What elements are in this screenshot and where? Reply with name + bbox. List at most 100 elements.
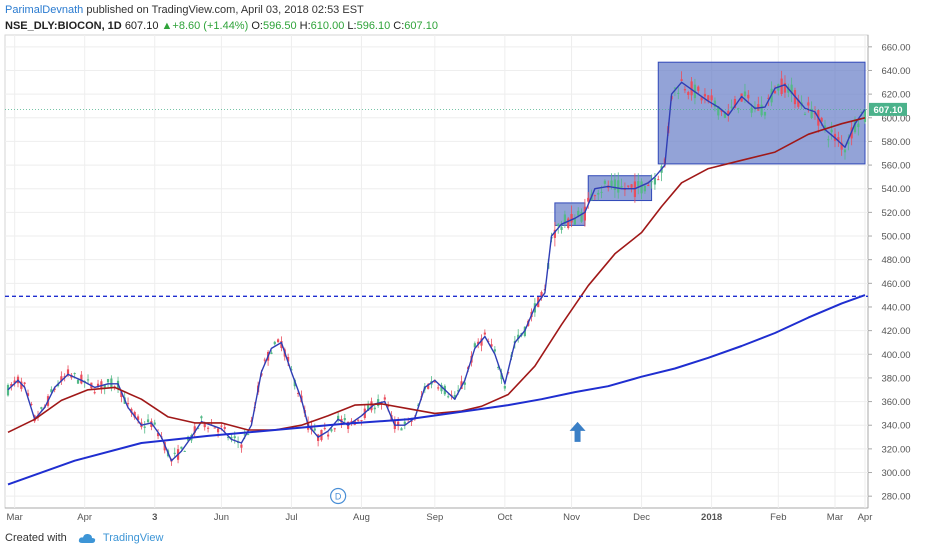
candle-body bbox=[807, 102, 810, 106]
y-tick-label: 660.00 bbox=[881, 42, 910, 53]
last-price: 607.10 bbox=[124, 20, 159, 32]
candle-body bbox=[830, 129, 833, 133]
x-tick-label: 2018 bbox=[701, 512, 722, 523]
dividend-marker-icon bbox=[330, 487, 347, 505]
x-tick-label: Mar bbox=[6, 512, 22, 523]
candle-body bbox=[193, 426, 196, 433]
candle-body bbox=[683, 89, 687, 91]
candle-body bbox=[136, 416, 140, 421]
candle-body bbox=[857, 123, 860, 128]
y-tick-label: 520.00 bbox=[881, 208, 910, 219]
candle-body bbox=[433, 381, 436, 383]
candle-body bbox=[23, 382, 26, 384]
grid bbox=[4, 34, 869, 509]
candle-body bbox=[597, 192, 600, 195]
candle-body bbox=[840, 142, 843, 150]
tradingview-cloud-icon bbox=[78, 533, 96, 543]
candle-body bbox=[360, 420, 363, 422]
price-axis[interactable]: 280.00 300.00 320.00 340.00 360.00 380.00 400.… bbox=[868, 42, 911, 503]
low-label: L: bbox=[347, 20, 357, 32]
candle-body bbox=[290, 369, 293, 371]
candle-body bbox=[500, 373, 503, 380]
candle-body bbox=[737, 108, 740, 110]
time-axis[interactable]: Mar Apr 3 Jun Jul Aug Sep Oct Nov Dec 2018 Feb Mar Ap… bbox=[6, 512, 872, 523]
candle-body bbox=[540, 292, 543, 298]
candle-body bbox=[763, 111, 767, 116]
x-tick-label: Jun bbox=[214, 512, 229, 523]
y-tick-label: 480.00 bbox=[881, 255, 910, 266]
candle-body bbox=[313, 428, 316, 431]
candle-body bbox=[637, 181, 640, 187]
candle-body bbox=[650, 181, 653, 183]
ma-slow-line bbox=[7, 294, 866, 486]
candle-body bbox=[477, 341, 480, 345]
author-link[interactable]: ParimalDevnath bbox=[5, 4, 84, 16]
close-label: C: bbox=[393, 20, 405, 32]
candle-body bbox=[287, 356, 290, 362]
up-arrow-icon bbox=[569, 421, 586, 442]
candle-body bbox=[80, 374, 83, 384]
tradingview-brand[interactable]: TradingView bbox=[102, 532, 164, 544]
candle-body bbox=[173, 452, 176, 454]
candle-body bbox=[837, 137, 840, 141]
candle-body bbox=[680, 79, 683, 81]
x-tick-label: Apr bbox=[77, 512, 92, 523]
candle-body bbox=[213, 427, 216, 429]
candle-body bbox=[847, 141, 850, 145]
candle-body bbox=[373, 407, 376, 410]
candle-body bbox=[76, 379, 80, 384]
candle-body bbox=[697, 86, 700, 91]
y-tick-label: 580.00 bbox=[881, 137, 910, 148]
candle-body bbox=[387, 405, 390, 407]
candle-body bbox=[26, 393, 30, 396]
footer: Created with TradingView bbox=[5, 531, 163, 545]
y-tick-label: 280.00 bbox=[881, 492, 910, 503]
candle-body bbox=[673, 87, 677, 89]
candle-body bbox=[437, 387, 440, 389]
candle-body bbox=[733, 99, 737, 109]
candle-body bbox=[277, 339, 280, 343]
candle-body bbox=[146, 419, 150, 423]
candle-body bbox=[383, 397, 386, 400]
ma-fast-line bbox=[7, 81, 866, 462]
candle-body bbox=[843, 149, 847, 153]
candle-body bbox=[783, 82, 787, 93]
candle-body bbox=[86, 379, 90, 381]
candle-body bbox=[66, 369, 70, 376]
candle-body bbox=[707, 95, 710, 101]
candle-body bbox=[463, 382, 466, 385]
candle-body bbox=[410, 420, 413, 422]
candle-body bbox=[223, 427, 226, 429]
low-value: 596.10 bbox=[356, 20, 391, 32]
candle-body bbox=[30, 403, 33, 405]
candle-body bbox=[493, 349, 496, 352]
candle-body bbox=[553, 229, 556, 238]
candle-body bbox=[480, 338, 483, 346]
candle-body bbox=[727, 110, 730, 115]
candle-body bbox=[60, 376, 63, 382]
y-tick-label: 460.00 bbox=[881, 279, 910, 290]
candle-body bbox=[580, 212, 583, 222]
symbol-label[interactable]: NSE_DLY:BIOCON, 1D bbox=[5, 20, 122, 32]
close-value: 607.10 bbox=[404, 20, 438, 32]
candle-body bbox=[250, 420, 253, 422]
candle-body bbox=[643, 185, 647, 192]
candle-body bbox=[620, 186, 623, 188]
candle-body bbox=[150, 421, 153, 427]
candle-body bbox=[483, 332, 486, 335]
candle-body bbox=[323, 428, 326, 430]
candle-body bbox=[93, 392, 96, 394]
last-price-tag bbox=[869, 102, 907, 116]
candle-body bbox=[647, 185, 650, 187]
candle-body bbox=[133, 412, 136, 418]
candle-body bbox=[700, 97, 703, 101]
candle-body bbox=[577, 210, 580, 216]
candle-body bbox=[417, 404, 420, 406]
candle-body bbox=[773, 90, 777, 94]
candle-body bbox=[653, 177, 657, 185]
range-box bbox=[554, 202, 586, 226]
candle-body bbox=[330, 429, 333, 432]
candle-body bbox=[106, 379, 110, 383]
y-tick-label: 340.00 bbox=[881, 421, 910, 432]
